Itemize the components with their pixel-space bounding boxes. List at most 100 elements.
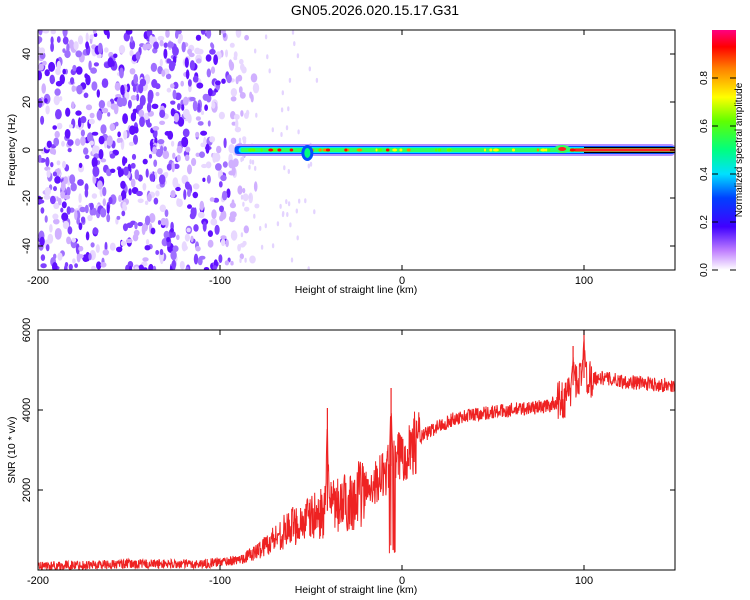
- noise-blob: [279, 203, 282, 209]
- noise-blob: [248, 164, 251, 170]
- noise-blob: [52, 171, 58, 177]
- noise-blob: [184, 233, 190, 242]
- noise-blob: [41, 83, 46, 94]
- noise-blob: [195, 152, 200, 157]
- noise-blob: [129, 68, 136, 75]
- signal-band-core: [574, 148, 675, 152]
- noise-blob: [309, 161, 313, 167]
- noise-blob: [46, 140, 52, 148]
- y-tick-label: 0: [21, 147, 33, 153]
- noise-blob: [313, 209, 316, 215]
- noise-blob: [133, 126, 139, 134]
- noise-blob: [166, 163, 172, 171]
- signal-hotspot: [406, 148, 411, 152]
- noise-blob: [98, 135, 105, 145]
- noise-blob: [136, 93, 140, 102]
- signal-hotspot: [268, 148, 274, 152]
- noise-blob: [162, 150, 170, 160]
- noise-blob: [287, 106, 290, 112]
- colorbar-tick-label: 0.0: [699, 263, 710, 277]
- noise-blob: [129, 39, 136, 50]
- noise-blob: [60, 191, 66, 199]
- colorbar-tick-label: 0.4: [699, 167, 710, 181]
- noise-blob: [138, 83, 144, 94]
- noise-blob: [95, 244, 100, 253]
- noise-blob: [53, 137, 60, 147]
- noise-blob: [77, 35, 84, 45]
- noise-blob: [159, 58, 163, 67]
- noise-blob: [84, 154, 90, 160]
- noise-blob: [203, 267, 210, 270]
- noise-blob: [219, 214, 224, 222]
- noise-blob: [149, 173, 155, 182]
- noise-blob: [144, 215, 151, 226]
- noise-blob: [266, 54, 269, 60]
- noise-blob: [200, 110, 205, 116]
- noise-blob: [134, 169, 139, 179]
- noise-blob: [56, 122, 63, 130]
- noise-blob: [106, 204, 110, 215]
- noise-blob: [137, 222, 143, 227]
- noise-blob: [62, 30, 68, 38]
- noise-blob: [231, 121, 237, 126]
- noise-blob: [126, 83, 131, 93]
- noise-blob: [206, 30, 212, 39]
- noise-blob: [202, 177, 206, 182]
- noise-blob: [144, 200, 149, 205]
- snr-x-label: Height of straight line (km): [295, 584, 418, 596]
- noise-blob: [249, 255, 256, 264]
- noise-blob: [56, 36, 61, 43]
- noise-blob: [149, 213, 156, 223]
- noise-blob: [78, 162, 83, 168]
- noise-blob: [230, 260, 234, 266]
- noise-blob: [222, 161, 228, 168]
- signal-hotspot: [536, 148, 540, 152]
- noise-blob: [88, 118, 95, 125]
- noise-blob: [142, 158, 148, 165]
- noise-blob: [78, 245, 84, 252]
- noise-blob: [229, 202, 236, 209]
- signal-hotspot: [540, 148, 547, 152]
- noise-blob: [166, 87, 172, 93]
- noise-blob: [110, 168, 116, 173]
- noise-blob: [64, 262, 69, 268]
- noise-blob: [187, 48, 193, 55]
- noise-blob: [159, 254, 164, 265]
- noise-blob: [93, 32, 98, 38]
- signal-hotspot: [260, 148, 263, 152]
- signal-hotspot: [492, 148, 499, 152]
- noise-blob: [45, 244, 50, 252]
- noise-blob: [90, 67, 97, 74]
- noise-blob: [84, 188, 89, 198]
- noise-blob: [170, 228, 174, 233]
- noise-blob: [176, 145, 183, 154]
- y-tick-label: -20: [21, 190, 33, 206]
- noise-blob: [176, 234, 180, 241]
- noise-blob: [248, 193, 252, 199]
- noise-blob: [100, 124, 107, 134]
- noise-blob: [151, 103, 159, 110]
- noise-blob: [238, 137, 242, 143]
- noise-blob: [147, 89, 154, 101]
- noise-blob: [84, 73, 89, 79]
- noise-blob: [170, 100, 176, 105]
- noise-blob: [120, 240, 127, 246]
- noise-blob: [102, 249, 110, 256]
- noise-blob: [93, 62, 99, 67]
- noise-blob: [159, 39, 164, 47]
- noise-blob: [182, 96, 189, 106]
- noise-blob: [70, 77, 75, 85]
- noise-blob: [86, 132, 94, 143]
- spectrogram-heatmap: [38, 30, 675, 270]
- noise-blob: [254, 48, 257, 54]
- noise-blob: [189, 60, 195, 71]
- noise-blob: [239, 253, 244, 260]
- noise-blob: [283, 165, 286, 171]
- noise-blob: [211, 209, 217, 220]
- noise-blob: [206, 174, 211, 184]
- noise-blob: [229, 211, 237, 218]
- noise-blob: [191, 157, 197, 167]
- noise-blob: [60, 181, 66, 192]
- noise-blob: [109, 123, 116, 132]
- noise-blob: [88, 253, 92, 261]
